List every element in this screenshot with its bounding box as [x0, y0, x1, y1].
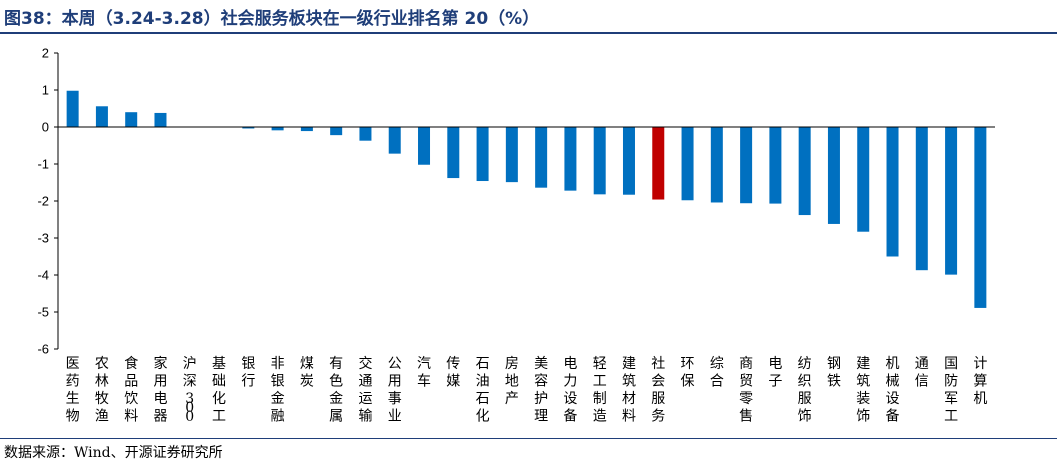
bar	[564, 127, 577, 191]
category-label: 商贸零售	[739, 356, 753, 425]
category-label: 轻工制造	[593, 356, 607, 425]
bar	[359, 127, 372, 141]
category-label: 钢铁	[827, 356, 841, 390]
category-label: 有色金属	[329, 356, 343, 425]
bar	[66, 90, 79, 127]
bar	[974, 127, 987, 308]
bar	[681, 127, 694, 201]
category-label: 煤炭	[300, 356, 314, 390]
bar	[915, 127, 928, 271]
bar	[769, 127, 782, 204]
bar	[330, 127, 343, 136]
category-label: 建筑材料	[622, 356, 636, 425]
bar	[125, 112, 138, 127]
bar	[388, 127, 401, 154]
category-label: 石油石化	[476, 356, 490, 425]
category-label: 社会服务	[651, 356, 665, 425]
category-label: 纺织服饰	[798, 356, 812, 425]
bar	[827, 127, 840, 224]
bar	[740, 127, 753, 204]
category-label: 汽车	[417, 356, 431, 390]
category-label: 家用电器	[153, 355, 167, 425]
category-label: 沪深 3 0 0	[183, 356, 197, 425]
category-label: 电子	[768, 356, 782, 390]
bar-chart: 2 1 0 -1 -2 -3 -4 -5 -6 医药生物 农林牧渔 食品饮料 家用电器 沪深 3 0 0 基础化工…	[37, 46, 995, 425]
category-label: 交通运输	[358, 355, 372, 425]
y-tick-label: -6	[37, 342, 49, 357]
bar	[652, 127, 665, 200]
category-label: 机械设备	[886, 356, 900, 425]
category-label: 医药生物	[66, 356, 80, 425]
bar	[593, 127, 606, 195]
y-tick-label: 2	[42, 46, 49, 61]
bar	[154, 112, 167, 127]
category-label: 基础化工	[212, 355, 226, 425]
category-label: 公用事业	[388, 356, 402, 425]
bar	[857, 127, 870, 232]
bar	[535, 127, 548, 188]
y-tick-label: -5	[37, 305, 49, 320]
bar	[945, 127, 958, 275]
y-tick-label: -2	[37, 194, 49, 209]
bar	[798, 127, 811, 216]
category-label: 美容护理	[534, 356, 548, 425]
bar	[622, 127, 635, 195]
category-label: 银行	[241, 356, 255, 390]
category-label: 非银金融	[271, 356, 285, 425]
bar	[505, 127, 518, 183]
category-label: 房地产	[505, 356, 519, 407]
bar	[242, 127, 255, 129]
bar	[271, 127, 284, 131]
source-note: 数据来源：Wind、开源证券研究所	[4, 445, 223, 461]
bar	[476, 127, 489, 182]
y-tick-label: -3	[37, 231, 49, 246]
y-tick-label: -1	[37, 157, 49, 172]
category-label: 计算机	[973, 356, 987, 407]
category-label: 传媒	[446, 356, 460, 390]
bar	[447, 127, 460, 179]
footer-rule	[0, 438, 1057, 439]
category-label: 食品饮料	[124, 355, 138, 425]
category-label: 农林牧渔	[95, 356, 109, 425]
y-tick-label: 1	[42, 83, 49, 98]
y-tick-label: -4	[37, 268, 49, 283]
bar	[95, 106, 108, 127]
y-tick-label: 0	[42, 120, 49, 135]
bar	[418, 127, 431, 165]
category-label: 电力设备	[563, 356, 577, 425]
category-label: 环保	[681, 356, 695, 390]
category-label: 建筑装饰	[856, 356, 870, 425]
bar	[710, 127, 723, 203]
category-label: 综合	[710, 356, 724, 390]
chart-title: 图38：本周（3.24-3.28）社会服务板块在一级行业排名第 20（%）	[4, 9, 540, 29]
bar	[886, 127, 899, 257]
category-label: 国防军工	[944, 356, 958, 425]
bar	[300, 127, 313, 132]
title-rule	[0, 32, 1057, 34]
category-label: 通信	[915, 356, 929, 390]
